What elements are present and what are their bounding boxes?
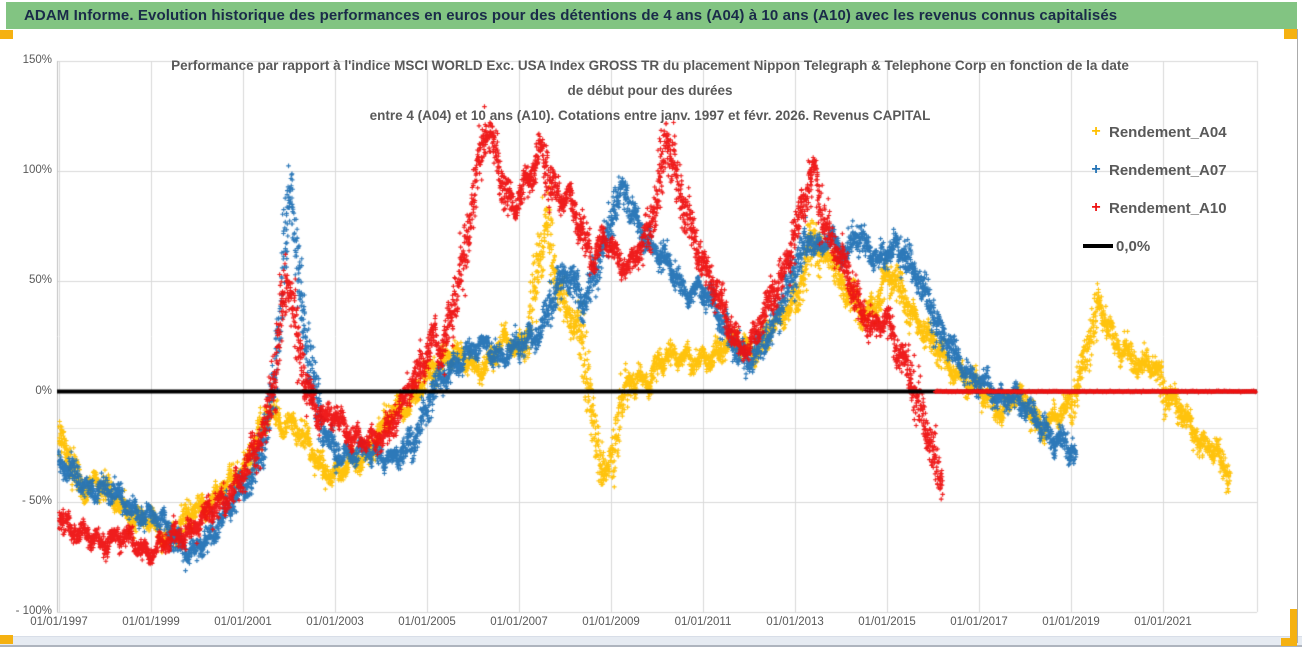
x-tick-label: 01/01/1997 bbox=[30, 616, 88, 628]
x-tick-label: 01/01/2001 bbox=[214, 616, 272, 628]
y-tick-label: - 50% bbox=[21, 494, 52, 507]
legend-item-rendement_a10: + Rendement_A10 bbox=[1083, 189, 1227, 227]
plus-marker-icon: + bbox=[1091, 123, 1101, 140]
y-tick-label: 50% bbox=[28, 274, 52, 287]
y-tick-label: 150% bbox=[22, 53, 52, 66]
x-tick-label: 01/01/2007 bbox=[490, 616, 548, 628]
legend-label: 0,0% bbox=[1116, 237, 1151, 255]
accent-bottom-right-corner bbox=[1281, 638, 1297, 646]
y-tick-label: 100% bbox=[22, 164, 52, 177]
x-tick-label: 01/01/2013 bbox=[766, 616, 824, 628]
x-tick-label: 01/01/2003 bbox=[306, 616, 364, 628]
y-tick-label: - 100% bbox=[15, 604, 52, 617]
x-tick-label: 01/01/2009 bbox=[582, 616, 640, 628]
legend-label: Rendement_A04 bbox=[1109, 123, 1227, 141]
plus-marker-icon: + bbox=[1091, 199, 1101, 216]
x-tick-label: 01/01/1999 bbox=[122, 616, 180, 628]
legend: + Rendement_A04 + Rendement_A07 + Rendement_A… bbox=[1083, 113, 1227, 265]
plus-marker-icon: + bbox=[1091, 161, 1101, 178]
x-tick-label: 01/01/2005 bbox=[398, 616, 456, 628]
accent-bottom-left bbox=[0, 635, 13, 644]
y-tick-label: 0% bbox=[35, 384, 52, 397]
legend-label: Rendement_A07 bbox=[1109, 161, 1227, 179]
legend-item-rendement_a07: + Rendement_A07 bbox=[1083, 151, 1227, 189]
x-tick-label: 01/01/2019 bbox=[1042, 616, 1100, 628]
x-tick-label: 01/01/2021 bbox=[1134, 616, 1192, 628]
x-tick-label: 01/01/2011 bbox=[674, 616, 732, 628]
legend-label: Rendement_A10 bbox=[1109, 199, 1227, 217]
legend-item-zero-line: 0,0% bbox=[1083, 227, 1227, 265]
legend-item-rendement_a04: + Rendement_A04 bbox=[1083, 113, 1227, 151]
zero-line-icon bbox=[1083, 244, 1113, 248]
x-tick-label: 01/01/2017 bbox=[950, 616, 1008, 628]
accent-right-bar bbox=[1290, 609, 1297, 646]
x-tick-label: 01/01/2015 bbox=[858, 616, 916, 628]
